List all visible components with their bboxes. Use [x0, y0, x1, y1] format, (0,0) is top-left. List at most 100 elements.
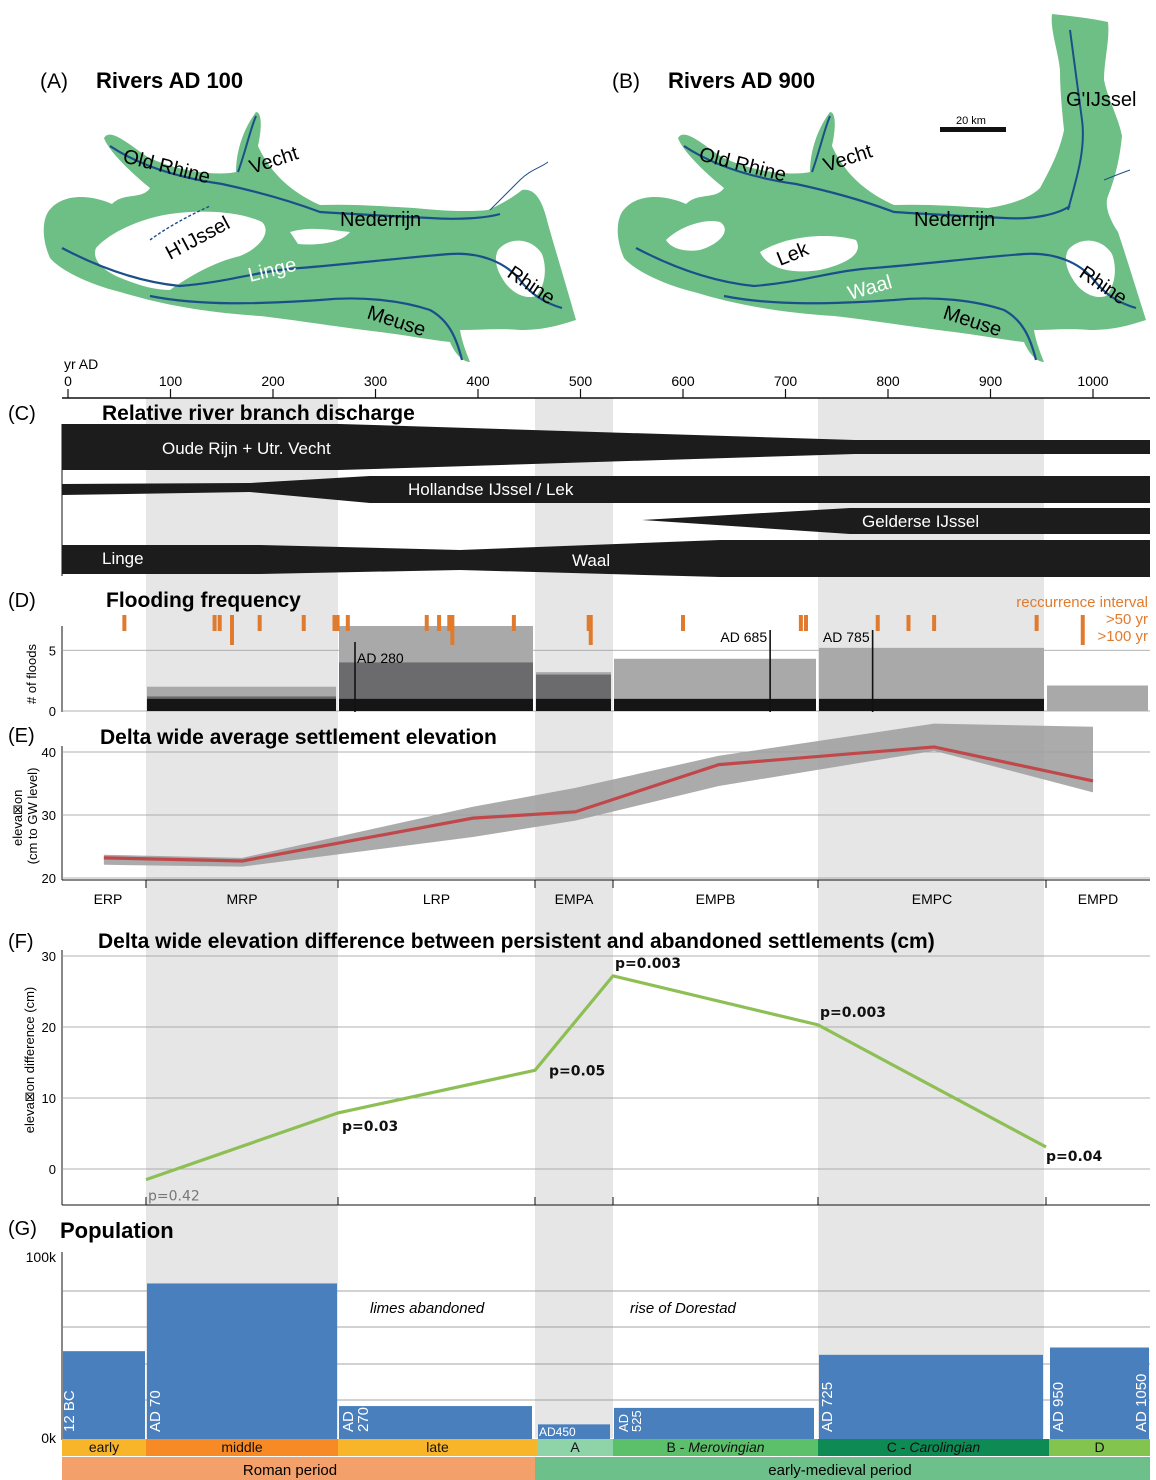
time-tick-label-800: 800 — [876, 373, 900, 389]
river-channel-linge-a — [61, 247, 563, 310]
period-strips: early middle late A B - Merovingian C - Carol… — [62, 1439, 1150, 1480]
flood-legend-title: reccurrence interval — [1016, 594, 1148, 611]
flood-tick-100yr-3 — [1080, 615, 1085, 645]
period-sub-italic-5: Carolingian — [909, 1439, 980, 1455]
pop-bar-1 — [147, 1283, 337, 1439]
time-axis-ticks: 0 100 200 300 400 500 600 700 800 900 1000 — [64, 373, 1109, 398]
flood-bar-dark-EMPB — [614, 698, 816, 711]
river-channel-gijssel-b — [1067, 29, 1084, 211]
flood-tick-50yr-18 — [932, 615, 937, 631]
series-label-waal: Waal — [572, 551, 610, 570]
flood-bar-dark-MRP — [147, 698, 336, 711]
pop-label-ad725: AD 725 — [819, 1382, 836, 1432]
flood-tick-100yr-1 — [450, 615, 455, 645]
river-tributary-b — [1103, 169, 1131, 181]
diff-y-tick-0: 0 — [49, 1162, 56, 1177]
river-channel-old-rhine-a — [109, 145, 501, 220]
pop-label-ad270-a: AD — [340, 1411, 357, 1432]
flood-tick-50yr-4 — [301, 615, 306, 631]
flood-tick-100yr-2 — [588, 615, 593, 645]
elev-period-EMPA: EMPA — [555, 891, 594, 907]
panel-label-d: (D) — [8, 590, 36, 612]
pop-y-tick-max: 100k — [26, 1249, 57, 1265]
time-tick-label-300: 300 — [364, 373, 388, 389]
period-sub-label-1: middle — [221, 1439, 262, 1455]
pop-annotation-dorestad: rise of Dorestad — [630, 1300, 737, 1317]
river-channel-meuse-b — [723, 294, 1038, 361]
series-label-gelderse-ijssel: Gelderse IJssel — [862, 512, 979, 531]
flood-tick-50yr-5 — [332, 615, 337, 631]
diff-y-tick-10: 10 — [42, 1091, 56, 1106]
map-rivers-ad900 — [617, 14, 1146, 362]
flood-bar-light-EMPD — [1047, 685, 1148, 711]
elev-period-EMPB: EMPB — [696, 891, 736, 907]
pop-bar-0 — [63, 1351, 145, 1439]
time-tick-label-900: 900 — [979, 373, 1003, 389]
river-label-gijssel-b: G'IJssel — [1066, 89, 1137, 111]
discharge-wedge-gelderse-ijssel — [642, 508, 1150, 534]
river-label-nederrijn-a: Nederrijn — [340, 209, 421, 231]
pop-bar-4 — [614, 1407, 814, 1439]
diff-y-label: eleva⊠on difference (cm) — [22, 987, 37, 1134]
pop-bar-2 — [339, 1406, 532, 1439]
diff-p-label-3: p=0.003 — [615, 956, 681, 972]
period-sub-2 — [338, 1439, 537, 1456]
map-title-b: Rivers AD 900 — [668, 68, 815, 93]
flood-tick-50yr-0 — [122, 615, 127, 631]
period-sub-1 — [146, 1439, 338, 1456]
flood-tick-100yr-0 — [230, 615, 234, 645]
flood-tick-50yr-3 — [257, 615, 262, 631]
flood-tick-50yr-14 — [798, 615, 803, 631]
scale-bar — [940, 127, 1006, 132]
panel-label-f: (F) — [8, 931, 34, 953]
flood-tick-50yr-15 — [804, 615, 808, 631]
period-sub-label-0: early — [89, 1439, 119, 1455]
elev-y-label-line1: eleva⊠on — [10, 790, 25, 846]
period-sub-4 — [613, 1439, 818, 1456]
period-early-medieval-label: early-medieval period — [768, 1462, 911, 1479]
river-tributary-a — [489, 161, 549, 211]
flood-y-tick-0: 0 — [49, 704, 56, 719]
series-label-lek: Hollandse IJssel / Lek — [408, 480, 574, 499]
flood-tick-50yr-11 — [511, 615, 516, 631]
elev-y-tick-20: 20 — [42, 871, 56, 886]
diff-gridlines: 0 10 20 30 — [42, 949, 1150, 1206]
period-sub-italic-4: Merovingian — [688, 1439, 764, 1455]
diff-y-tick-30: 30 — [42, 949, 56, 964]
period-roman-label: Roman period — [243, 1462, 337, 1479]
pop-label-ad525-b: 525 — [629, 1410, 644, 1432]
panel-label-e: (E) — [8, 725, 35, 747]
period-sub-3 — [537, 1439, 613, 1456]
river-label-nederrijn-b: Nederrijn — [914, 209, 995, 231]
pop-label-ad70: AD 70 — [147, 1390, 164, 1432]
pop-annotation-limes: limes abandoned — [370, 1300, 485, 1317]
flood-tick-50yr-13 — [681, 615, 685, 631]
island-b3 — [1065, 240, 1115, 298]
elev-period-labels: ERP MRP LRP EMPA EMPB EMPC EMPD — [62, 879, 1150, 907]
river-channel-vecht-a — [237, 115, 257, 173]
time-tick-label-1000: 1000 — [1077, 373, 1108, 389]
time-tick-label-200: 200 — [261, 373, 285, 389]
period-sub-label-4: B - Merovingian — [666, 1439, 764, 1455]
period-sub-0 — [62, 1439, 146, 1456]
diff-p-label-4: p=0.003 — [820, 1005, 886, 1021]
period-sub-label-3: A — [570, 1439, 580, 1455]
flood-y-tick-5: 5 — [49, 643, 56, 658]
island-b1 — [666, 220, 725, 251]
diff-p-label-0: p=0.42 — [148, 1189, 200, 1205]
flood-legend-100yr: >100 yr — [1098, 628, 1148, 645]
flood-tick-50yr-2 — [217, 615, 222, 631]
discharge-wedge-linge-waal — [62, 540, 1150, 577]
series-label-linge: Linge — [102, 549, 144, 568]
panel-title-e: Delta wide average settlement elevation — [100, 726, 497, 749]
river-channel-hijssel-a — [149, 205, 211, 241]
flood-recurrence-ticks — [122, 615, 1085, 645]
elev-period-MRP: MRP — [226, 891, 257, 907]
flood-marker-label-2: AD 785 — [823, 629, 870, 645]
pop-label-ad1050: AD 1050 — [1133, 1374, 1150, 1432]
time-axis-label: yr AD — [64, 356, 98, 372]
flood-tick-50yr-16 — [875, 615, 880, 631]
pop-label-ad525-a: AD — [616, 1414, 631, 1432]
flood-tick-50yr-6 — [335, 615, 340, 631]
